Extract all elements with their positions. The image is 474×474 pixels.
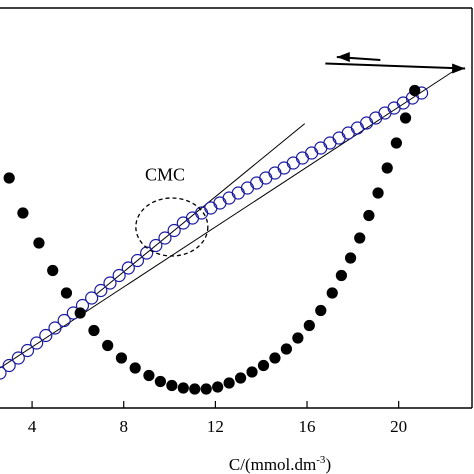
open-point-13 (112, 268, 126, 283)
filled-point-30 (363, 209, 375, 222)
arrow-left-axis-head (336, 52, 350, 62)
filled-point-4 (60, 287, 73, 299)
open-point-38 (341, 126, 355, 140)
cmc-label: CMC (145, 165, 185, 185)
open-point-23 (204, 201, 218, 215)
x-tick-label-16: 16 (299, 417, 316, 436)
filled-point-29 (354, 232, 366, 244)
open-point-44 (396, 96, 410, 110)
open-point-12 (103, 276, 117, 290)
annotations: CMC (135, 52, 466, 257)
filled-point-1 (17, 207, 29, 219)
filled-point-24 (303, 319, 315, 332)
filled-point-12 (166, 379, 178, 392)
open-point-31 (277, 161, 291, 175)
open-point-33 (295, 151, 310, 165)
open-point-4 (30, 336, 44, 350)
x-tick-label-4: 4 (28, 417, 37, 436)
filled-point-20 (257, 359, 270, 372)
x-tick-label-12: 12 (207, 417, 224, 436)
filled-point-8 (115, 352, 128, 364)
open-point-36 (323, 136, 337, 150)
open-point-24 (213, 196, 227, 210)
open-point-21 (185, 211, 200, 225)
filled-point-31 (372, 187, 384, 199)
x-tick-label-8: 8 (119, 417, 128, 436)
open-point-3 (20, 343, 35, 358)
open-point-40 (360, 116, 374, 130)
open-point-43 (387, 101, 401, 115)
open-point-32 (286, 156, 300, 170)
fit-lines (0, 67, 459, 369)
x-axis-title-main: C/(mmol.dm (229, 455, 316, 474)
filled-point-17 (223, 377, 235, 389)
open-point-26 (231, 186, 245, 200)
open-point-25 (222, 191, 236, 205)
open-point-35 (314, 141, 328, 155)
filled-point-21 (269, 352, 281, 364)
series-filled-circles (3, 84, 421, 395)
filled-point-25 (315, 304, 327, 317)
open-point-7 (57, 313, 71, 328)
open-point-22 (195, 206, 209, 220)
open-point-10 (85, 291, 99, 305)
filled-point-7 (102, 339, 114, 352)
filled-point-19 (246, 366, 258, 378)
open-point-29 (259, 171, 273, 185)
filled-point-27 (335, 269, 347, 282)
open-point-0 (0, 366, 7, 380)
filled-point-0 (3, 172, 15, 184)
filled-point-35 (409, 84, 421, 97)
filled-point-34 (399, 112, 412, 124)
filled-point-11 (154, 375, 166, 388)
filled-point-3 (47, 264, 59, 277)
open-point-2 (11, 351, 25, 365)
filled-point-22 (280, 343, 293, 355)
filled-point-6 (88, 324, 100, 337)
open-point-18 (158, 231, 172, 245)
x-axis-title-close: ) (325, 455, 331, 474)
x-axis-title-sup: -3 (316, 454, 326, 466)
open-point-34 (305, 146, 319, 160)
open-point-19 (167, 223, 181, 238)
open-point-17 (149, 238, 163, 253)
cmc-ellipse (135, 197, 209, 257)
open-point-1 (2, 358, 16, 373)
open-point-6 (48, 321, 62, 335)
arrow-right-axis-shaft (325, 62, 466, 70)
open-point-14 (121, 261, 135, 275)
filled-point-16 (212, 381, 224, 393)
series-open-circles (0, 86, 429, 380)
filled-point-15 (200, 383, 212, 395)
filled-point-5 (74, 307, 86, 319)
filled-point-13 (177, 382, 189, 394)
filled-point-26 (326, 287, 338, 299)
fit-line-postmicellar (0, 67, 459, 369)
filled-point-9 (129, 362, 141, 374)
filled-point-28 (344, 252, 357, 264)
open-point-15 (130, 253, 145, 268)
open-point-11 (94, 283, 108, 298)
x-axis-title: C/(mmol.dm-3) (229, 454, 331, 474)
filled-point-23 (292, 332, 304, 344)
filled-point-32 (381, 162, 393, 174)
filled-point-14 (189, 383, 201, 395)
open-point-39 (350, 121, 365, 135)
open-point-37 (332, 131, 346, 145)
x-ticks: 4 8 12 16 20 (28, 401, 407, 436)
filled-point-10 (143, 369, 155, 382)
plot-frame (0, 7, 473, 409)
filled-point-33 (390, 137, 402, 149)
open-point-5 (39, 328, 53, 343)
filled-point-18 (234, 372, 247, 384)
open-point-28 (250, 176, 264, 190)
x-tick-label-20: 20 (390, 417, 407, 436)
open-point-30 (268, 166, 282, 180)
filled-point-2 (33, 237, 45, 249)
open-point-27 (240, 181, 255, 195)
arrow-right-axis-head (452, 63, 466, 74)
